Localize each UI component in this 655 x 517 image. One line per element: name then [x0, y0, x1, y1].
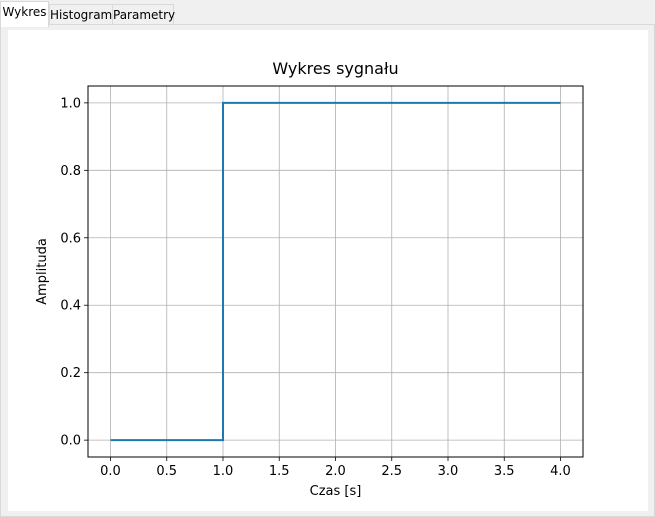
y-tick-label: 0.0 [60, 434, 81, 449]
tab-histogram[interactable]: Histogram [49, 4, 113, 24]
grid [88, 86, 583, 457]
tab-panel-wykres: 0.0 0.5 1.0 1.5 2.0 2.5 3.0 3.5 4.0 0.0 0.2 0.4 0.6 0… [0, 24, 655, 517]
x-tick-label: 2.5 [381, 464, 402, 479]
x-tick-label: 2.0 [325, 464, 346, 479]
y-tick-label: 0.4 [60, 299, 81, 314]
x-tick-label: 0.5 [156, 464, 177, 479]
x-tick-label: 4.0 [550, 464, 571, 479]
x-tick-label: 1.0 [213, 464, 234, 479]
x-tick-label: 3.5 [494, 464, 515, 479]
plot-canvas: 0.0 0.5 1.0 1.5 2.0 2.5 3.0 3.5 4.0 0.0 0.2 0.4 0.6 0… [8, 30, 648, 511]
y-tick-label: 1.0 [60, 96, 81, 111]
x-tick-label: 1.5 [269, 464, 290, 479]
y-tick-label: 0.8 [60, 164, 81, 179]
ticks: 0.0 0.5 1.0 1.5 2.0 2.5 3.0 3.5 4.0 0.0 0.2 0.4 0.6 0… [60, 96, 571, 479]
signal-chart: 0.0 0.5 1.0 1.5 2.0 2.5 3.0 3.5 4.0 0.0 0.2 0.4 0.6 0… [35, 59, 584, 499]
tab-parametry[interactable]: Parametry [112, 4, 175, 24]
x-tick-label: 0.0 [100, 464, 121, 479]
y-tick-label: 0.2 [60, 366, 81, 381]
signal-series-line [110, 101, 561, 442]
y-tick-label: 0.6 [60, 231, 81, 246]
series-layer [110, 101, 561, 442]
y-axis-label: Amplituda [35, 238, 50, 305]
chart-title: Wykres sygnału [272, 59, 398, 78]
tab-wykres[interactable]: Wykres [0, 1, 49, 27]
tab-bar: Wykres Histogram Parametry [0, 0, 655, 27]
x-tick-label: 3.0 [438, 464, 459, 479]
x-axis-label: Czas [s] [310, 484, 362, 499]
